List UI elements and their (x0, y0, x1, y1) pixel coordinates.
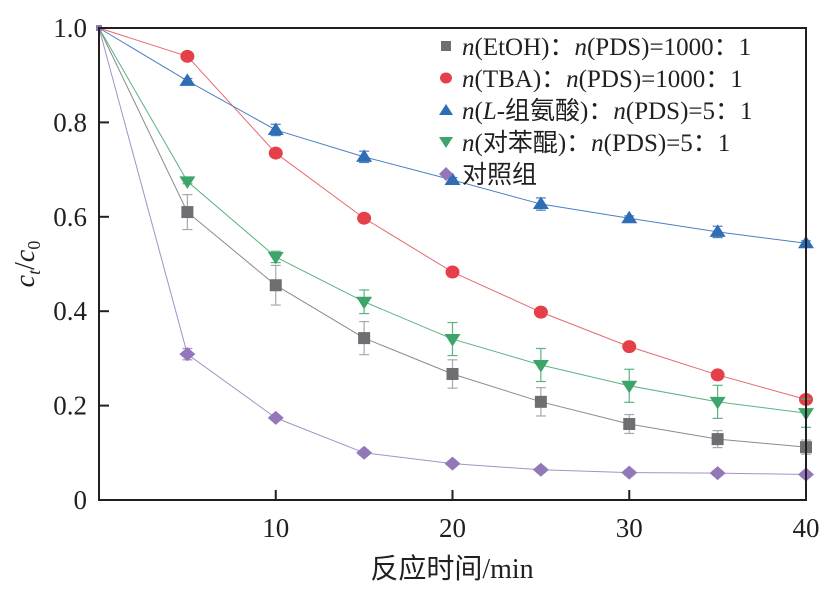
series-layer (96, 25, 814, 482)
data-point (179, 73, 196, 86)
data-point (532, 360, 549, 373)
legend-item: n(TBA)：n(PDS)=1000：1 (440, 66, 743, 93)
series-1 (96, 25, 813, 406)
y-tick-label: 0.2 (53, 391, 87, 421)
data-point (179, 176, 196, 189)
y-axis-title-sub-0: 0 (24, 241, 44, 250)
data-point (621, 380, 638, 394)
data-point (709, 224, 726, 237)
series-4 (96, 25, 814, 482)
x-tick-label: 30 (616, 513, 643, 543)
data-point (267, 410, 284, 425)
legend-marker (441, 41, 451, 51)
y-tick-label: 0.6 (53, 202, 87, 232)
y-axis-title: ct/c0 (10, 241, 44, 288)
data-point (269, 279, 282, 292)
data-point (444, 334, 461, 347)
data-point (267, 251, 284, 265)
legend-marker (439, 167, 453, 181)
legend-label: n(对苯醌)：n(PDS)=5：1 (462, 129, 730, 157)
legend: n(EtOH)：n(PDS)=1000：1 n(TBA)：n(PDS)=1000：… (439, 34, 753, 189)
data-point (179, 347, 196, 362)
series-0 (96, 25, 812, 455)
data-point (181, 206, 194, 219)
data-point (180, 49, 195, 63)
series-line (98, 27, 807, 476)
data-point (444, 456, 461, 471)
data-point (444, 172, 461, 185)
data-point (358, 332, 371, 345)
data-point (356, 149, 373, 162)
legend-item: n(EtOH)：n(PDS)=1000：1 (441, 34, 751, 61)
data-point (532, 462, 549, 477)
x-tick-label: 20 (439, 513, 466, 543)
data-point (622, 340, 637, 354)
x-tick-label: 40 (793, 513, 820, 543)
data-point (621, 210, 638, 224)
legend-item: n(L-组氨酸)：n(PDS)=5：1 (439, 97, 753, 125)
data-point (268, 146, 283, 160)
data-point (533, 305, 548, 319)
data-point (623, 418, 636, 431)
x-axis-title: 反应时间/min (370, 553, 533, 585)
x-tick-label: 10 (262, 513, 289, 543)
legend-label: 对照组 (462, 161, 537, 189)
data-point (357, 211, 372, 225)
data-point (445, 265, 460, 279)
y-tick-label: 1.0 (53, 13, 87, 43)
data-point (710, 368, 725, 382)
legend-label: n(TBA)：n(PDS)=1000：1 (462, 66, 743, 93)
y-axis-title-c0: c (10, 249, 41, 262)
series-2 (96, 25, 814, 249)
data-point (621, 465, 638, 480)
legend-label: n(EtOH)：n(PDS)=1000：1 (462, 34, 751, 61)
legend-item: 对照组 (439, 161, 537, 189)
data-point (356, 445, 373, 460)
legend-marker (439, 104, 453, 115)
data-point (709, 396, 726, 410)
y-tick-label: 0 (74, 485, 88, 515)
data-point (711, 433, 724, 446)
legend-label: n(L-组氨酸)：n(PDS)=5：1 (462, 97, 753, 125)
axes: 0 0.2 0.4 0.6 0.8 1.0 10 20 30 40 (53, 13, 819, 543)
y-tick-label: 0.4 (53, 296, 87, 326)
data-point (532, 196, 549, 210)
y-axis-title-slash: / (10, 262, 41, 270)
y-tick-label: 0.8 (53, 107, 87, 137)
legend-marker (440, 72, 452, 84)
legend-item: n(对苯醌)：n(PDS)=5：1 (439, 129, 730, 157)
y-axis-title-c: c (10, 274, 41, 287)
data-point (267, 122, 284, 135)
y-axis-title-sub-t: t (24, 269, 44, 275)
data-point (446, 367, 459, 380)
data-point (534, 395, 547, 408)
data-point (709, 466, 726, 481)
legend-marker (439, 137, 453, 148)
data-point (356, 296, 373, 310)
